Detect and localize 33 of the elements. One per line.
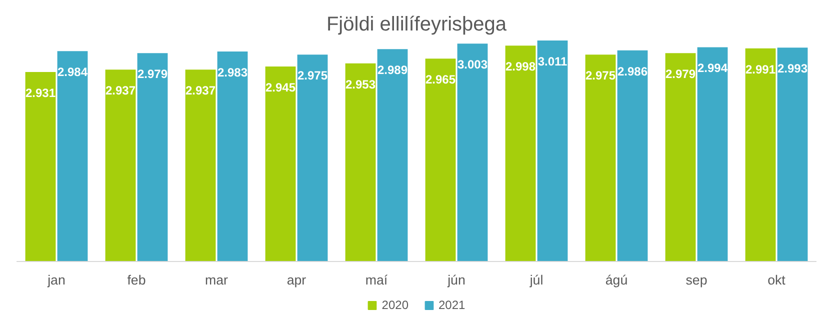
x-tick-label: jún <box>446 272 466 288</box>
data-label: 2.989 <box>377 63 408 78</box>
chart-title: Fjöldi ellilífeyrisþega <box>326 14 508 36</box>
data-label: 2.937 <box>185 84 216 98</box>
data-label: 2.965 <box>425 72 456 87</box>
x-tick-label: jan <box>46 272 66 288</box>
data-label: 2.975 <box>297 68 328 83</box>
data-label: 2.994 <box>697 61 728 76</box>
legend-label: 2021 <box>438 298 466 312</box>
data-label: 3.011 <box>538 54 568 68</box>
x-tick-label: júl <box>528 272 544 288</box>
x-tick-label: sep <box>686 272 708 288</box>
data-label: 2.931 <box>25 86 56 100</box>
data-label: 2.991 <box>745 62 776 76</box>
data-label: 2.945 <box>265 80 296 94</box>
x-tick-label: feb <box>127 272 146 288</box>
data-label: 2.979 <box>137 67 168 82</box>
data-label: 3.003 <box>457 58 488 72</box>
data-label: 2.984 <box>57 65 88 80</box>
legend-label: 2020 <box>382 298 408 312</box>
data-label: 2.979 <box>665 67 696 82</box>
x-tick-label: maí <box>365 272 388 288</box>
data-label: 2.998 <box>505 60 536 74</box>
x-tick-label: ágú <box>605 272 628 288</box>
data-label: 2.975 <box>585 68 616 83</box>
x-tick-label: okt <box>768 272 786 288</box>
data-label: 2.993 <box>777 62 808 76</box>
x-tick-label: mar <box>205 272 229 288</box>
data-label: 2.937 <box>105 84 136 98</box>
data-label: 2.983 <box>217 66 248 80</box>
data-label: 2.953 <box>345 77 376 92</box>
data-label: 2.986 <box>617 64 648 78</box>
x-tick-label: apr <box>286 272 307 288</box>
